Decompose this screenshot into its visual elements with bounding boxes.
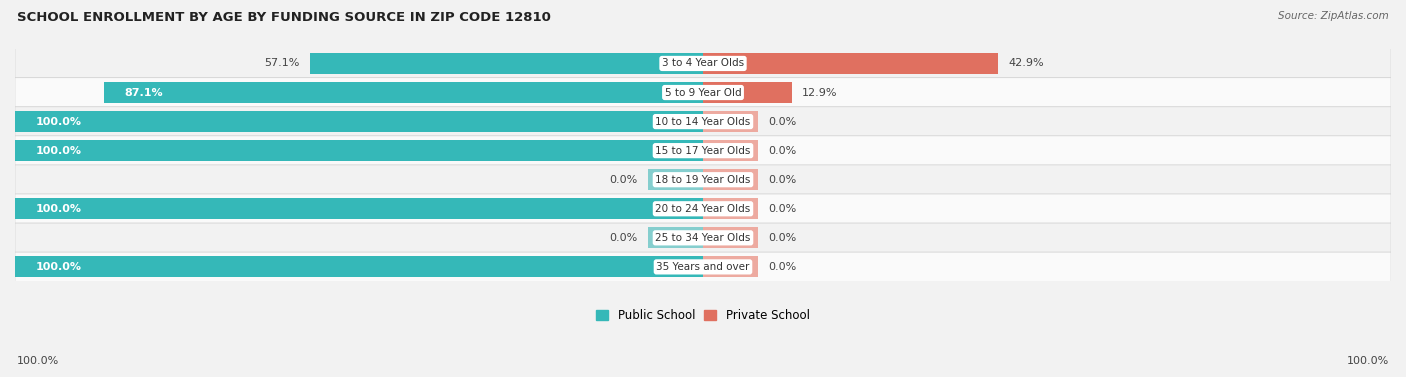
Text: 15 to 17 Year Olds: 15 to 17 Year Olds — [655, 146, 751, 156]
Text: 0.0%: 0.0% — [768, 233, 797, 243]
Bar — [15, 256, 703, 277]
Bar — [15, 140, 703, 161]
Text: 100.0%: 100.0% — [35, 116, 82, 127]
Text: 100.0%: 100.0% — [35, 262, 82, 272]
Text: 10 to 14 Year Olds: 10 to 14 Year Olds — [655, 116, 751, 127]
Bar — [703, 82, 792, 103]
Bar — [648, 227, 703, 248]
Text: 0.0%: 0.0% — [768, 204, 797, 214]
Bar — [15, 111, 703, 132]
Text: 35 Years and over: 35 Years and over — [657, 262, 749, 272]
FancyBboxPatch shape — [15, 49, 1391, 78]
Text: 0.0%: 0.0% — [768, 262, 797, 272]
Legend: Public School, Private School: Public School, Private School — [592, 304, 814, 326]
Text: 100.0%: 100.0% — [35, 146, 82, 156]
Bar — [703, 169, 758, 190]
Text: 0.0%: 0.0% — [768, 146, 797, 156]
Text: 25 to 34 Year Olds: 25 to 34 Year Olds — [655, 233, 751, 243]
Bar — [703, 198, 758, 219]
Text: 100.0%: 100.0% — [17, 356, 59, 366]
FancyBboxPatch shape — [15, 252, 1391, 282]
Bar — [703, 111, 758, 132]
FancyBboxPatch shape — [15, 107, 1391, 136]
Text: 42.9%: 42.9% — [1008, 58, 1045, 69]
Text: Source: ZipAtlas.com: Source: ZipAtlas.com — [1278, 11, 1389, 21]
Bar — [703, 227, 758, 248]
Bar — [703, 53, 998, 74]
Bar — [703, 256, 758, 277]
Text: 0.0%: 0.0% — [768, 175, 797, 185]
Bar — [648, 169, 703, 190]
Text: 0.0%: 0.0% — [768, 116, 797, 127]
Bar — [104, 82, 703, 103]
Text: SCHOOL ENROLLMENT BY AGE BY FUNDING SOURCE IN ZIP CODE 12810: SCHOOL ENROLLMENT BY AGE BY FUNDING SOUR… — [17, 11, 551, 24]
FancyBboxPatch shape — [15, 136, 1391, 166]
Text: 5 to 9 Year Old: 5 to 9 Year Old — [665, 87, 741, 98]
Text: 12.9%: 12.9% — [801, 87, 838, 98]
Text: 100.0%: 100.0% — [1347, 356, 1389, 366]
FancyBboxPatch shape — [15, 165, 1391, 195]
Text: 100.0%: 100.0% — [35, 204, 82, 214]
Text: 3 to 4 Year Olds: 3 to 4 Year Olds — [662, 58, 744, 69]
Text: 57.1%: 57.1% — [264, 58, 299, 69]
FancyBboxPatch shape — [15, 223, 1391, 253]
Text: 0.0%: 0.0% — [609, 233, 638, 243]
Text: 18 to 19 Year Olds: 18 to 19 Year Olds — [655, 175, 751, 185]
FancyBboxPatch shape — [15, 78, 1391, 107]
Bar — [15, 198, 703, 219]
Bar — [311, 53, 703, 74]
Text: 87.1%: 87.1% — [124, 87, 163, 98]
Text: 0.0%: 0.0% — [609, 175, 638, 185]
Text: 20 to 24 Year Olds: 20 to 24 Year Olds — [655, 204, 751, 214]
Bar — [703, 140, 758, 161]
FancyBboxPatch shape — [15, 194, 1391, 224]
